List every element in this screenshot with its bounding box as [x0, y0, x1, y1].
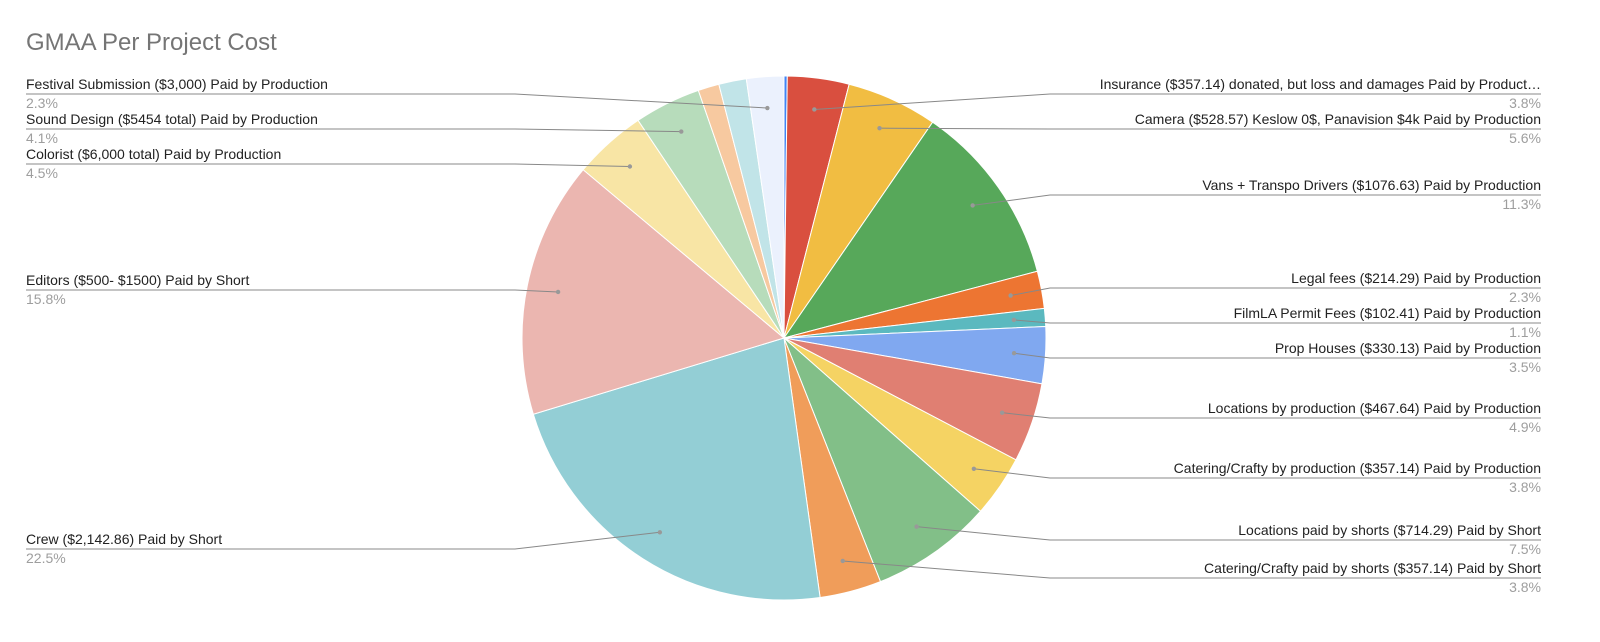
slice-label: Camera ($528.57) Keslow 0$, Panavision $… — [1135, 111, 1541, 127]
leader-dot — [877, 125, 882, 131]
leader-dot — [765, 105, 770, 111]
leader-line — [916, 526, 1541, 541]
slice-label: Locations by production ($467.64) Paid b… — [1208, 400, 1541, 416]
pie-slice — [521, 169, 786, 415]
leader-line — [26, 93, 768, 109]
leader-line — [1002, 412, 1541, 419]
leader-dot — [970, 203, 975, 208]
slice-percent: 5.6% — [1509, 130, 1541, 146]
slice-percent: 3.8% — [1509, 479, 1541, 495]
leader-line — [814, 93, 1541, 110]
slice-label: Festival Submission ($3,000) Paid by Pro… — [26, 76, 328, 92]
slice-percent: 3.5% — [1509, 359, 1541, 375]
chart-title: GMAA Per Project Cost — [26, 29, 277, 56]
leader-dot — [1008, 293, 1013, 298]
slice-label: Catering/Crafty by production ($357.14) … — [1174, 460, 1541, 476]
slice-percent: 15.8% — [26, 291, 66, 307]
slice-label: Sound Design ($5454 total) Paid by Produ… — [26, 111, 318, 127]
slice-label: Catering/Crafty paid by shorts ($357.14)… — [1204, 560, 1541, 576]
leader-line — [26, 128, 682, 133]
pie-slice — [745, 75, 785, 339]
leader-line — [26, 531, 660, 550]
leader-dot — [627, 164, 633, 169]
slice-percent: 3.8% — [1509, 95, 1541, 111]
slice-label: Insurance ($357.14) donated, but loss an… — [1100, 76, 1541, 92]
leader-line — [26, 163, 630, 167]
slice-label: Crew ($2,142.86) Paid by Short — [26, 531, 222, 547]
leader-dot — [1011, 350, 1017, 356]
leader-dot — [812, 107, 817, 112]
slice-percent: 4.5% — [26, 165, 58, 181]
slice-percent: 2.3% — [26, 95, 58, 111]
slice-label: Prop Houses ($330.13) Paid by Production — [1275, 340, 1541, 356]
slice-label: Vans + Transpo Drivers ($1076.63) Paid b… — [1202, 177, 1541, 193]
slice-percent: 22.5% — [26, 550, 66, 566]
slice-label: Locations paid by shorts ($714.29) Paid … — [1238, 522, 1541, 538]
slice-label: Editors ($500- $1500) Paid by Short — [26, 272, 249, 288]
slice-label: Legal fees ($214.29) Paid by Production — [1291, 270, 1541, 286]
leader-dot — [971, 466, 977, 471]
slice-percent: 3.8% — [1509, 579, 1541, 595]
slice-percent: 7.5% — [1509, 541, 1541, 557]
slice-percent: 4.9% — [1509, 419, 1541, 435]
leader-line — [972, 194, 1541, 206]
leader-line — [26, 289, 559, 293]
slice-percent: 1.1% — [1509, 324, 1541, 340]
leader-line — [1013, 352, 1541, 359]
leader-dot — [914, 524, 919, 529]
leader-dot — [555, 289, 561, 295]
leader-line — [842, 560, 1541, 579]
slice-label: FilmLA Permit Fees ($102.41) Paid by Pro… — [1234, 305, 1541, 321]
leader-dot — [679, 129, 684, 134]
pie-slice — [782, 121, 1038, 339]
slice-percent: 2.3% — [1509, 289, 1541, 305]
leader-line — [1010, 287, 1541, 297]
leader-dot — [657, 530, 663, 535]
slice-percent: 11.3% — [1502, 196, 1541, 212]
slice-percent: 4.1% — [26, 130, 58, 146]
leader-dot — [1011, 317, 1017, 323]
slice-label: Colorist ($6,000 total) Paid by Producti… — [26, 146, 281, 162]
pie-slice — [532, 337, 821, 601]
leader-dot — [840, 558, 845, 564]
leader-line — [1013, 319, 1541, 324]
leader-line — [879, 127, 1541, 130]
pie-slice — [783, 337, 982, 583]
leader-line — [973, 468, 1541, 479]
leader-dot — [999, 410, 1005, 415]
